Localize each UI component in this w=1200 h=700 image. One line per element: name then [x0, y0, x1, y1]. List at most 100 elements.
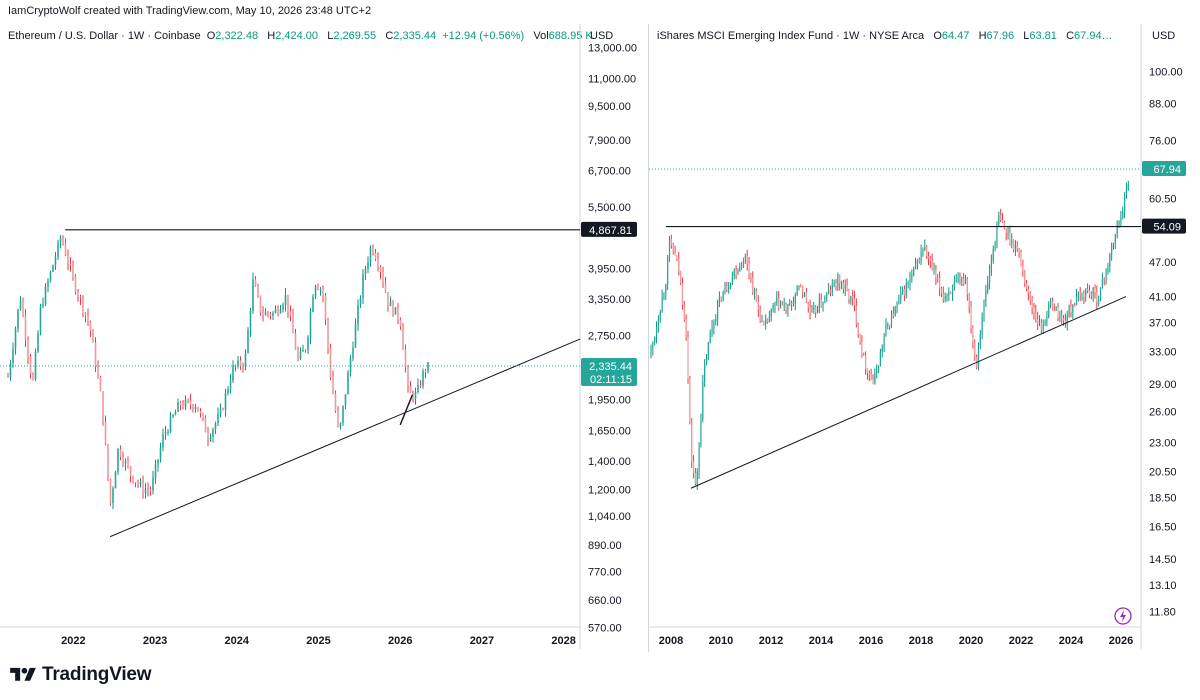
lightning-icon [1114, 607, 1132, 625]
candle-body [34, 351, 37, 380]
price-tick-label: 47.00 [1149, 257, 1177, 269]
candle-body [279, 309, 282, 313]
candle-body [839, 274, 841, 284]
candle-body [1090, 294, 1092, 296]
candle-body [1101, 278, 1103, 288]
candle-body [1098, 299, 1100, 302]
close-value: 2,335.44 [393, 30, 437, 42]
candle-body [1007, 232, 1009, 234]
attribution-text: IamCryptoWolf created with TradingView.c… [8, 5, 372, 17]
candle-body [164, 432, 167, 435]
candle-body [744, 256, 746, 258]
candle-body [1111, 244, 1113, 255]
ethereum-chart-svg[interactable]: 13,000.00 11,000.00 9,500.00 7,900.00 6,700.… [0, 24, 648, 652]
candle-body [409, 386, 412, 393]
candle-body [948, 292, 950, 296]
candle-body [944, 296, 946, 300]
candle-body [961, 278, 963, 280]
panel-divider[interactable] [648, 24, 649, 652]
candle-body [979, 333, 981, 347]
candle-body [419, 385, 422, 387]
price-tick-label: 570.00 [588, 622, 622, 634]
candle-body [107, 444, 109, 480]
candle-body [831, 284, 833, 293]
candle-body [1099, 287, 1102, 300]
candle-body [705, 359, 708, 366]
candle-body [237, 360, 239, 367]
candle-body [826, 293, 828, 297]
candle-body [122, 457, 124, 464]
candle-body [94, 342, 97, 367]
candle-body [179, 402, 182, 406]
candle-body [42, 304, 44, 307]
candle-body [852, 295, 854, 299]
tradingview-footer[interactable]: TradingView [10, 664, 152, 686]
price-tick-label: 100.00 [1149, 66, 1183, 78]
candle-body [1014, 246, 1017, 250]
chart-panel-eem[interactable]: iShares MSCI Emerging Index Fund · 1W · … [649, 24, 1200, 652]
candle-body [676, 255, 678, 259]
candle-body [846, 285, 848, 291]
candle-body [1061, 315, 1063, 319]
candle-body [1087, 289, 1089, 291]
candle-body [222, 409, 224, 411]
candle-body [224, 393, 227, 410]
candle-body [379, 267, 382, 273]
price-label-box [581, 221, 637, 237]
candle-body [159, 447, 162, 460]
candle-body [913, 268, 915, 275]
candle-body [950, 292, 952, 295]
candle-body [670, 239, 672, 245]
candle-body [783, 304, 785, 306]
volume-value: 688.95 K [548, 30, 593, 42]
price-tick-label: 7,900.00 [588, 135, 631, 147]
candle-body [229, 380, 232, 389]
candle-body [963, 278, 965, 284]
candle-body [674, 252, 676, 256]
price-tick-label: 20.50 [1149, 467, 1177, 479]
time-tick-label: 2012 [759, 635, 783, 647]
candle-body [672, 244, 674, 253]
candle-body [887, 324, 889, 326]
candle-body [287, 294, 289, 312]
candle-body [898, 299, 900, 303]
candle-body [977, 346, 980, 368]
candle-body [776, 297, 778, 304]
candle-body [367, 262, 369, 269]
candle-body [1118, 220, 1120, 225]
candle-body [809, 307, 811, 313]
chart-panel-ethereum[interactable]: Ethereum / U.S. Dollar · 1W · Coinbase O… [0, 24, 648, 652]
candle-body [1068, 306, 1070, 317]
candle-body [227, 388, 229, 394]
candle-body [920, 251, 922, 262]
currency-label: USD [1152, 30, 1176, 42]
candle-body [768, 316, 770, 323]
candle-body [74, 276, 77, 292]
candle-body [981, 317, 983, 334]
candle-body [214, 423, 217, 430]
candle-body [397, 307, 399, 320]
candle-body [685, 319, 687, 338]
high-value: 2,424.00 [275, 30, 319, 42]
candle-body [37, 332, 39, 352]
candle-body [1053, 310, 1055, 312]
candle-body [874, 373, 876, 384]
candle-body [187, 399, 189, 401]
eem-chart-svg[interactable]: 100.00 88.00 76.00 60.50 47.00 41.00 37.00 33.0… [649, 24, 1200, 652]
candle-body [304, 349, 307, 351]
candle-body [257, 286, 259, 296]
candle-body [942, 293, 944, 300]
candle-body [49, 271, 52, 281]
candle-body [284, 294, 287, 305]
candle-body [297, 349, 299, 360]
candle-body [1122, 210, 1124, 218]
candle-body [877, 366, 880, 372]
candle-body [9, 363, 12, 378]
candle-body [970, 306, 972, 328]
candle-body [754, 290, 756, 293]
candle-body [1040, 322, 1042, 331]
candle-body [149, 489, 152, 491]
candle-body [652, 342, 654, 349]
candle-body [890, 313, 893, 327]
price-tick-label: 88.00 [1149, 99, 1177, 111]
